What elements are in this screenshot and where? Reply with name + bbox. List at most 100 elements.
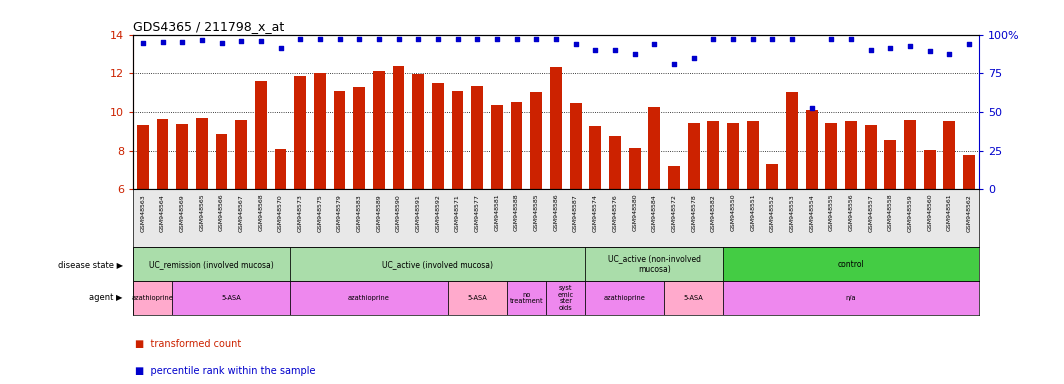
Point: [410, 36, 427, 43]
Bar: [506, 281, 546, 315]
Point: [586, 47, 603, 53]
Bar: [314, 73, 326, 189]
Bar: [904, 120, 916, 189]
Bar: [724, 247, 979, 281]
Bar: [708, 121, 719, 189]
Bar: [133, 247, 290, 281]
Bar: [216, 134, 228, 189]
Text: agent ▶: agent ▶: [89, 293, 122, 303]
Text: GSM948573: GSM948573: [298, 194, 303, 232]
Point: [312, 36, 329, 43]
Text: GSM948579: GSM948579: [337, 194, 342, 232]
Bar: [924, 150, 935, 189]
Bar: [546, 281, 585, 315]
Text: GSM948587: GSM948587: [573, 194, 578, 232]
Text: GSM948558: GSM948558: [887, 194, 893, 232]
Text: GSM948569: GSM948569: [180, 194, 185, 232]
Point: [626, 51, 643, 57]
Point: [862, 47, 879, 53]
Point: [292, 36, 309, 43]
Text: GSM948552: GSM948552: [770, 194, 775, 232]
Bar: [826, 122, 837, 189]
Text: GSM948563: GSM948563: [140, 194, 146, 232]
Point: [921, 48, 938, 54]
Bar: [724, 281, 979, 315]
Text: GSM948576: GSM948576: [613, 194, 617, 232]
Point: [665, 61, 682, 67]
Point: [528, 36, 545, 43]
Bar: [668, 166, 680, 189]
Point: [548, 36, 565, 43]
Bar: [373, 71, 385, 189]
Bar: [664, 281, 724, 315]
Point: [941, 51, 958, 57]
Text: GSM948585: GSM948585: [534, 194, 538, 232]
Bar: [687, 124, 699, 189]
Text: UC_remission (involved mucosa): UC_remission (involved mucosa): [149, 260, 275, 269]
Point: [390, 36, 408, 43]
Point: [961, 41, 978, 47]
Text: GSM948568: GSM948568: [259, 194, 264, 232]
Bar: [648, 107, 660, 189]
Point: [233, 38, 250, 45]
Bar: [290, 247, 585, 281]
Bar: [629, 148, 641, 189]
Bar: [393, 66, 404, 189]
Point: [449, 36, 466, 43]
Text: UC_active (non-involved
mucosa): UC_active (non-involved mucosa): [608, 255, 701, 274]
Point: [783, 36, 800, 43]
Point: [430, 36, 447, 43]
Text: GSM948577: GSM948577: [475, 194, 480, 232]
Bar: [865, 126, 877, 189]
Point: [744, 36, 761, 43]
Point: [725, 36, 742, 43]
Text: GSM948589: GSM948589: [377, 194, 381, 232]
Text: GSM948567: GSM948567: [238, 194, 244, 232]
Bar: [511, 102, 522, 189]
Text: disease state ▶: disease state ▶: [57, 260, 122, 269]
Text: azathioprine: azathioprine: [348, 295, 390, 301]
Text: GDS4365 / 211798_x_at: GDS4365 / 211798_x_at: [133, 20, 284, 33]
Text: GSM948580: GSM948580: [632, 194, 637, 232]
Text: GSM948583: GSM948583: [356, 194, 362, 232]
Point: [213, 40, 230, 46]
Point: [370, 36, 387, 43]
Text: GSM948591: GSM948591: [416, 194, 420, 232]
Text: GSM948571: GSM948571: [455, 194, 460, 232]
Text: GSM948578: GSM948578: [692, 194, 696, 232]
Bar: [353, 87, 365, 189]
Text: GSM948592: GSM948592: [435, 194, 440, 232]
Bar: [530, 92, 543, 189]
Point: [331, 36, 348, 43]
Bar: [172, 281, 290, 315]
Text: azathioprine: azathioprine: [132, 295, 173, 301]
Point: [469, 36, 486, 43]
Text: GSM948554: GSM948554: [809, 194, 814, 232]
Bar: [448, 281, 506, 315]
Bar: [944, 121, 955, 189]
Text: GSM948586: GSM948586: [553, 194, 559, 232]
Point: [764, 36, 781, 43]
Text: control: control: [837, 260, 864, 269]
Text: GSM948560: GSM948560: [927, 194, 932, 232]
Text: GSM948555: GSM948555: [829, 194, 834, 232]
Text: GSM948559: GSM948559: [908, 194, 913, 232]
Text: GSM948550: GSM948550: [731, 194, 735, 232]
Bar: [133, 281, 172, 315]
Point: [822, 36, 839, 43]
Point: [843, 36, 860, 43]
Point: [509, 36, 526, 43]
Text: GSM948584: GSM948584: [652, 194, 656, 232]
Text: ■  transformed count: ■ transformed count: [135, 339, 242, 349]
Bar: [805, 110, 817, 189]
Point: [685, 55, 702, 61]
Bar: [177, 124, 188, 189]
Bar: [884, 140, 896, 189]
Bar: [747, 121, 759, 189]
Bar: [963, 156, 975, 189]
Text: GSM948572: GSM948572: [671, 194, 677, 232]
Text: GSM948582: GSM948582: [711, 194, 716, 232]
Text: syst
emic
ster
oids: syst emic ster oids: [558, 285, 573, 311]
Text: GSM948557: GSM948557: [868, 194, 874, 232]
Bar: [196, 118, 207, 189]
